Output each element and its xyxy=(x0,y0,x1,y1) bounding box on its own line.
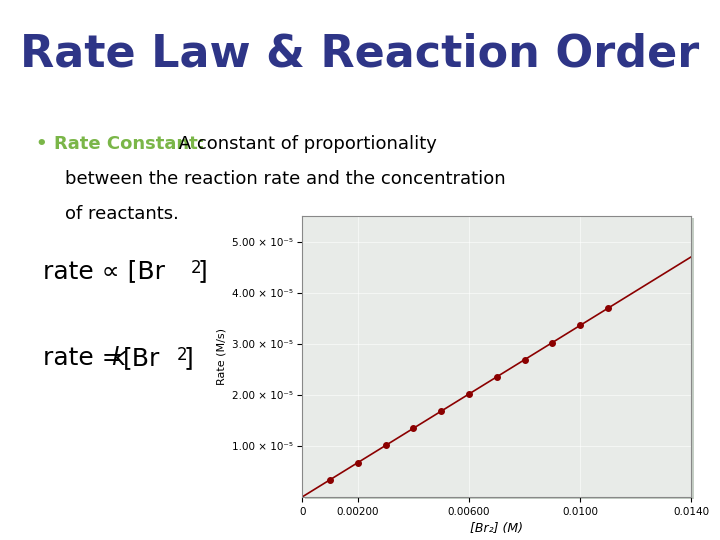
Text: Rate Law & Reaction Order: Rate Law & Reaction Order xyxy=(20,32,700,76)
Text: ]: ] xyxy=(198,259,208,283)
Text: 2: 2 xyxy=(176,346,187,363)
Text: of reactants.: of reactants. xyxy=(65,205,179,223)
Text: [Br: [Br xyxy=(122,346,160,369)
Text: ]: ] xyxy=(184,346,194,369)
Text: k: k xyxy=(112,346,126,369)
Text: Rate Constant:: Rate Constant: xyxy=(54,135,205,153)
Text: •: • xyxy=(36,135,54,153)
Text: rate =: rate = xyxy=(43,346,131,369)
Text: 2: 2 xyxy=(191,259,202,277)
Text: rate ∝ [Br: rate ∝ [Br xyxy=(43,259,165,283)
Text: between the reaction rate and the concentration: between the reaction rate and the concen… xyxy=(65,170,505,188)
X-axis label: [Br₂] (M): [Br₂] (M) xyxy=(470,522,523,535)
Text: A constant of proportionality: A constant of proportionality xyxy=(173,135,436,153)
Y-axis label: Rate (M/s): Rate (M/s) xyxy=(216,328,226,385)
